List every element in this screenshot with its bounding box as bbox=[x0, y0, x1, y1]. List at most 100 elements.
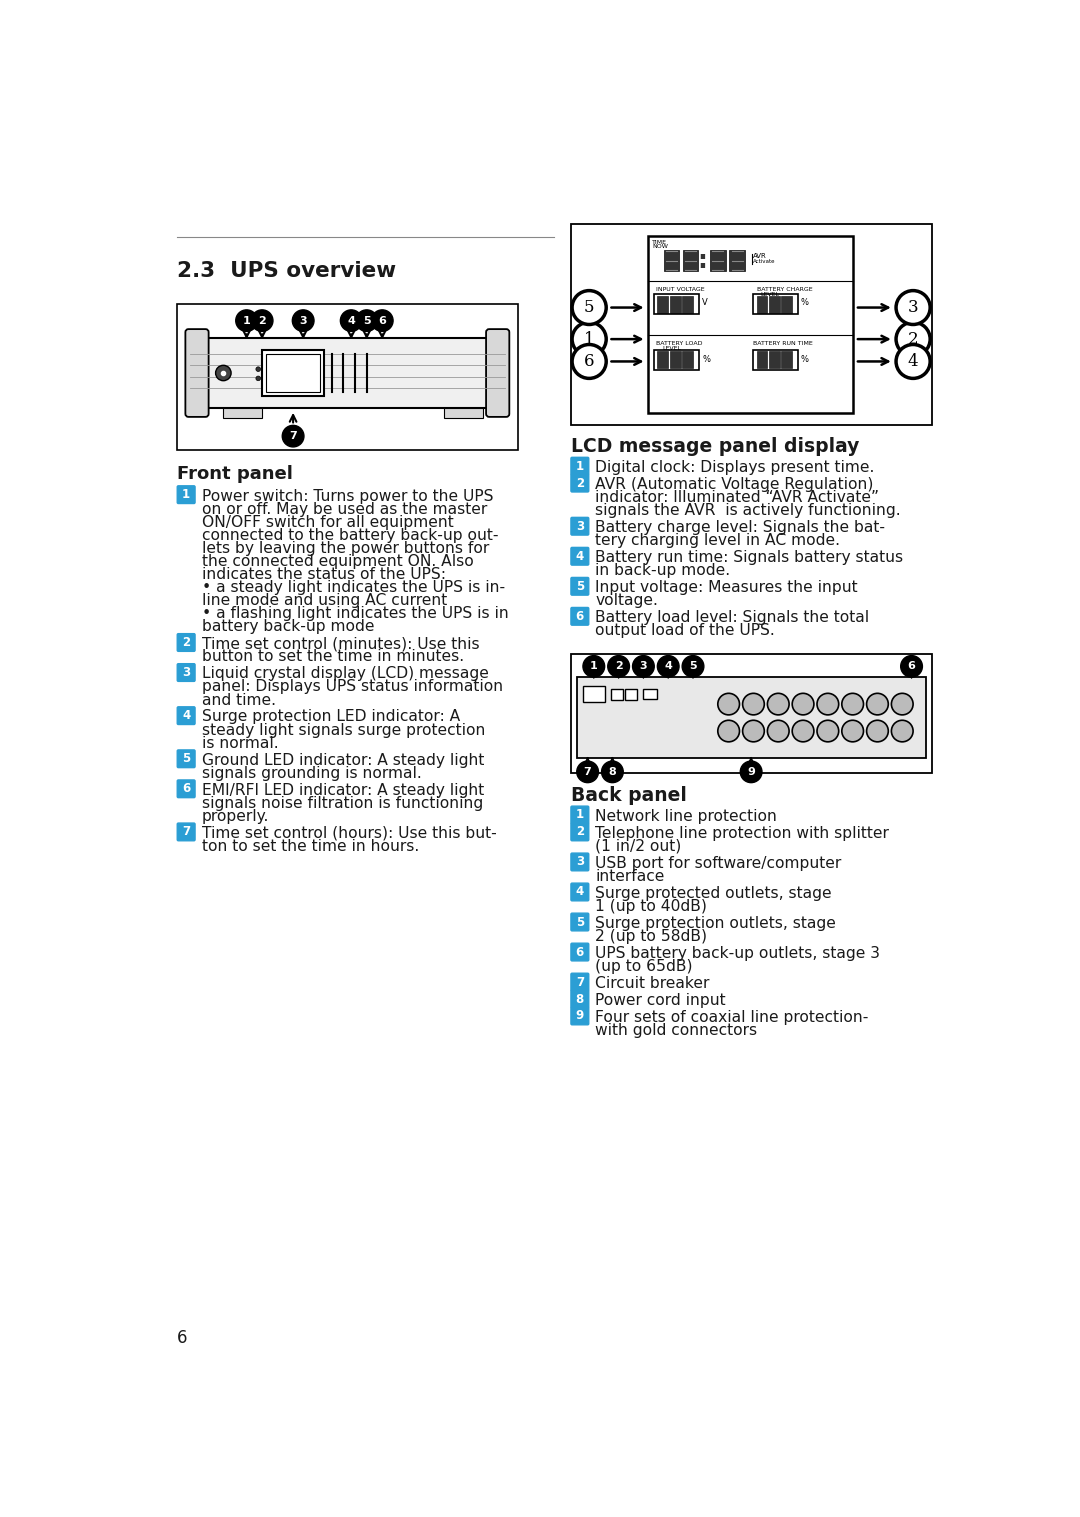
Circle shape bbox=[816, 721, 839, 742]
Bar bbox=[683, 296, 693, 313]
Text: 2 (up to 58dB): 2 (up to 58dB) bbox=[595, 928, 707, 944]
Text: in back-up mode.: in back-up mode. bbox=[595, 563, 730, 578]
Circle shape bbox=[235, 309, 257, 331]
Circle shape bbox=[718, 693, 740, 715]
Text: and time.: and time. bbox=[202, 693, 275, 707]
FancyBboxPatch shape bbox=[177, 707, 195, 725]
Circle shape bbox=[896, 322, 930, 356]
Text: 6: 6 bbox=[177, 1329, 187, 1347]
Bar bbox=[670, 352, 680, 369]
Text: 4: 4 bbox=[183, 708, 190, 722]
Text: 7: 7 bbox=[289, 431, 297, 441]
Bar bbox=[654, 350, 699, 370]
Text: BATTERY CHARGE: BATTERY CHARGE bbox=[757, 287, 812, 291]
Text: AVR: AVR bbox=[753, 253, 767, 259]
Text: UPS battery back-up outlets, stage 3: UPS battery back-up outlets, stage 3 bbox=[595, 947, 880, 960]
Circle shape bbox=[572, 344, 606, 378]
Text: Network line protection: Network line protection bbox=[595, 809, 778, 824]
Text: Battery charge level: Signals the bat-: Battery charge level: Signals the bat- bbox=[595, 520, 886, 536]
FancyBboxPatch shape bbox=[486, 329, 510, 417]
Text: (1 in/2 out): (1 in/2 out) bbox=[595, 839, 681, 854]
Circle shape bbox=[256, 367, 260, 372]
Circle shape bbox=[372, 309, 393, 331]
Text: Input voltage: Measures the input: Input voltage: Measures the input bbox=[595, 579, 858, 595]
FancyBboxPatch shape bbox=[571, 991, 589, 1007]
Circle shape bbox=[896, 291, 930, 325]
Circle shape bbox=[572, 322, 606, 356]
Text: 1: 1 bbox=[576, 809, 584, 822]
Bar bbox=[177, 303, 517, 451]
Text: 6: 6 bbox=[183, 783, 190, 795]
Circle shape bbox=[293, 309, 314, 331]
Text: Ground LED indicator: A steady light: Ground LED indicator: A steady light bbox=[202, 752, 484, 768]
Bar bbox=[570, 654, 932, 774]
Text: button to set the time in minutes.: button to set the time in minutes. bbox=[202, 649, 463, 664]
Circle shape bbox=[256, 376, 260, 381]
Bar bbox=[754, 350, 798, 370]
Text: 4: 4 bbox=[664, 661, 672, 672]
Bar bbox=[625, 689, 637, 701]
Text: TIME: TIME bbox=[652, 240, 667, 244]
Text: :: : bbox=[698, 249, 707, 273]
Text: • a flashing light indicates the UPS is in: • a flashing light indicates the UPS is … bbox=[202, 607, 509, 622]
FancyBboxPatch shape bbox=[186, 329, 208, 417]
FancyBboxPatch shape bbox=[571, 578, 589, 595]
Circle shape bbox=[683, 655, 704, 677]
Text: Back panel: Back panel bbox=[570, 786, 687, 804]
Text: is normal.: is normal. bbox=[202, 736, 279, 751]
Text: signals the AVR  is actively functioning.: signals the AVR is actively functioning. bbox=[595, 504, 901, 519]
Text: AVR (Automatic Voltage Regulation): AVR (Automatic Voltage Regulation) bbox=[595, 476, 874, 492]
Circle shape bbox=[252, 309, 273, 331]
Bar bbox=[769, 352, 780, 369]
Text: connected to the battery back-up out-: connected to the battery back-up out- bbox=[202, 528, 498, 543]
Text: line mode and using AC current: line mode and using AC current bbox=[202, 593, 447, 608]
Text: 3: 3 bbox=[639, 661, 647, 672]
Text: BATTERY LOAD: BATTERY LOAD bbox=[656, 341, 702, 346]
Text: Activate: Activate bbox=[753, 259, 775, 264]
Text: Liquid crystal display (LCD) message: Liquid crystal display (LCD) message bbox=[202, 666, 488, 681]
FancyBboxPatch shape bbox=[177, 485, 195, 504]
Bar bbox=[683, 250, 699, 272]
Text: 3: 3 bbox=[183, 666, 190, 680]
Bar bbox=[658, 352, 669, 369]
Text: 7: 7 bbox=[183, 825, 190, 839]
Text: 5: 5 bbox=[689, 661, 697, 672]
Text: %: % bbox=[800, 355, 809, 364]
FancyBboxPatch shape bbox=[177, 663, 195, 681]
Text: Battery load level: Signals the total: Battery load level: Signals the total bbox=[595, 610, 869, 625]
FancyBboxPatch shape bbox=[177, 749, 195, 768]
FancyBboxPatch shape bbox=[571, 974, 589, 991]
Bar bbox=[658, 296, 669, 313]
FancyBboxPatch shape bbox=[189, 338, 507, 408]
Text: V: V bbox=[702, 297, 708, 306]
Circle shape bbox=[340, 309, 362, 331]
Text: properly.: properly. bbox=[202, 809, 269, 824]
Text: 6: 6 bbox=[576, 610, 584, 623]
Bar bbox=[577, 677, 926, 758]
Text: 2: 2 bbox=[576, 825, 584, 839]
Text: Four sets of coaxial line protection-: Four sets of coaxial line protection- bbox=[595, 1010, 868, 1025]
FancyBboxPatch shape bbox=[177, 634, 195, 651]
Text: signals grounding is normal.: signals grounding is normal. bbox=[202, 766, 421, 781]
Text: 2: 2 bbox=[183, 636, 190, 649]
Text: steady light signals surge protection: steady light signals surge protection bbox=[202, 722, 485, 737]
Circle shape bbox=[743, 693, 765, 715]
Text: Surge protection outlets, stage: Surge protection outlets, stage bbox=[595, 916, 836, 931]
Text: 6: 6 bbox=[378, 316, 387, 326]
Text: %: % bbox=[800, 297, 809, 306]
Text: 3: 3 bbox=[576, 856, 584, 868]
Circle shape bbox=[216, 366, 231, 381]
Bar bbox=[781, 296, 793, 313]
Circle shape bbox=[793, 721, 814, 742]
Bar bbox=[444, 408, 483, 419]
FancyBboxPatch shape bbox=[571, 853, 589, 871]
Text: tery charging level in AC mode.: tery charging level in AC mode. bbox=[595, 532, 840, 548]
Text: 6: 6 bbox=[584, 353, 594, 370]
Text: 4: 4 bbox=[576, 886, 584, 898]
Circle shape bbox=[768, 693, 789, 715]
Text: 2.3  UPS overview: 2.3 UPS overview bbox=[177, 261, 396, 281]
Text: indicator: Illuminated “AVR Activate”: indicator: Illuminated “AVR Activate” bbox=[595, 490, 879, 505]
Text: NOW: NOW bbox=[652, 244, 667, 249]
Text: USB port for software/computer: USB port for software/computer bbox=[595, 856, 841, 871]
Text: 1: 1 bbox=[584, 331, 594, 347]
